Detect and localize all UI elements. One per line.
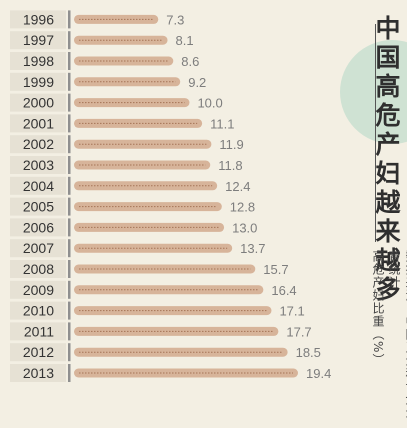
- value-label: 12.8: [230, 200, 255, 215]
- year-divider: [68, 343, 71, 362]
- year-divider: [68, 260, 71, 278]
- value-label: 15.7: [263, 262, 288, 277]
- year-label: 2006: [23, 219, 54, 235]
- year-band: [10, 10, 66, 29]
- value-label: 7.3: [166, 12, 184, 27]
- year-divider: [68, 364, 71, 382]
- bar: [74, 56, 174, 66]
- year-band: [10, 176, 66, 195]
- year-label: 2013: [23, 365, 54, 381]
- year-label: 2000: [23, 95, 54, 111]
- value-label: 13.7: [240, 241, 265, 256]
- value-label: 13.0: [232, 220, 257, 235]
- year-label: 2010: [23, 303, 54, 319]
- value-label: 11.9: [219, 137, 243, 152]
- year-band: [10, 218, 66, 237]
- value-label: 11.1: [210, 116, 234, 131]
- year-label: 2001: [23, 115, 54, 131]
- year-band: [10, 322, 66, 341]
- year-label: 2008: [23, 261, 54, 277]
- value-label: 8.6: [181, 54, 199, 69]
- title-rule: [375, 24, 376, 242]
- bar: [74, 118, 203, 128]
- value-label: 12.4: [225, 179, 250, 194]
- value-label: 19.4: [306, 366, 331, 381]
- value-label: 10.0: [197, 96, 222, 111]
- bar: [74, 285, 264, 295]
- year-band: [10, 260, 66, 278]
- year-divider: [68, 135, 71, 154]
- year-divider: [68, 10, 71, 29]
- value-label: 16.4: [271, 283, 296, 298]
- year-label: 2007: [23, 240, 54, 256]
- value-label: 17.7: [286, 324, 311, 339]
- year-band: [10, 301, 66, 320]
- y-axis-label: 高危产妇比重（%）: [371, 250, 385, 367]
- year-divider: [68, 301, 71, 320]
- year-band: [10, 156, 66, 174]
- year-label: 1999: [23, 74, 54, 90]
- value-label: 8.1: [176, 33, 194, 48]
- value-label: 11.8: [218, 158, 242, 173]
- year-divider: [68, 322, 71, 341]
- year-divider: [68, 31, 71, 50]
- year-divider: [68, 280, 71, 299]
- year-band: [10, 197, 66, 216]
- bar: [74, 35, 168, 45]
- bar: [74, 98, 190, 108]
- bar: [74, 347, 288, 357]
- year-band: [10, 72, 66, 91]
- year-label: 2003: [23, 157, 54, 173]
- year-label: 2012: [23, 344, 54, 360]
- year-label: 1998: [23, 53, 54, 69]
- year-divider: [68, 93, 71, 112]
- year-label: 2002: [23, 136, 54, 152]
- bar: [74, 243, 233, 253]
- source-note: 数据来源：中国卫生和计划生育统计: [387, 250, 407, 419]
- year-label: 1997: [23, 32, 54, 48]
- year-band: [10, 280, 66, 299]
- chart-rows: 1996 7.3 1997 8.1 1998 8.6 1999 9.2 2000 10.0 2001…: [10, 10, 331, 382]
- year-divider: [68, 176, 71, 195]
- bar: [74, 202, 222, 212]
- year-divider: [68, 114, 71, 133]
- value-label: 18.5: [296, 345, 321, 360]
- year-divider: [68, 239, 71, 258]
- year-label: 1996: [23, 11, 54, 27]
- year-band: [10, 93, 66, 112]
- bar: [74, 368, 298, 378]
- year-divider: [68, 72, 71, 91]
- value-label: 9.2: [188, 75, 206, 90]
- decorative-circle: [340, 40, 407, 144]
- value-label: 17.1: [279, 304, 304, 319]
- year-divider: [68, 156, 71, 174]
- year-divider: [68, 218, 71, 237]
- year-band: [10, 364, 66, 382]
- year-band: [10, 31, 66, 50]
- chart-title: 中国高危产妇越来越多: [375, 14, 401, 304]
- year-label: 2009: [23, 282, 54, 298]
- year-band: [10, 114, 66, 133]
- year-band: [10, 52, 66, 70]
- bar: [74, 264, 256, 274]
- year-band: [10, 343, 66, 362]
- year-divider: [68, 52, 71, 70]
- year-band: [10, 135, 66, 154]
- year-band: [10, 239, 66, 258]
- year-label: 2005: [23, 199, 54, 215]
- year-divider: [68, 197, 71, 216]
- year-label: 2011: [24, 323, 54, 339]
- year-label: 2004: [23, 178, 54, 194]
